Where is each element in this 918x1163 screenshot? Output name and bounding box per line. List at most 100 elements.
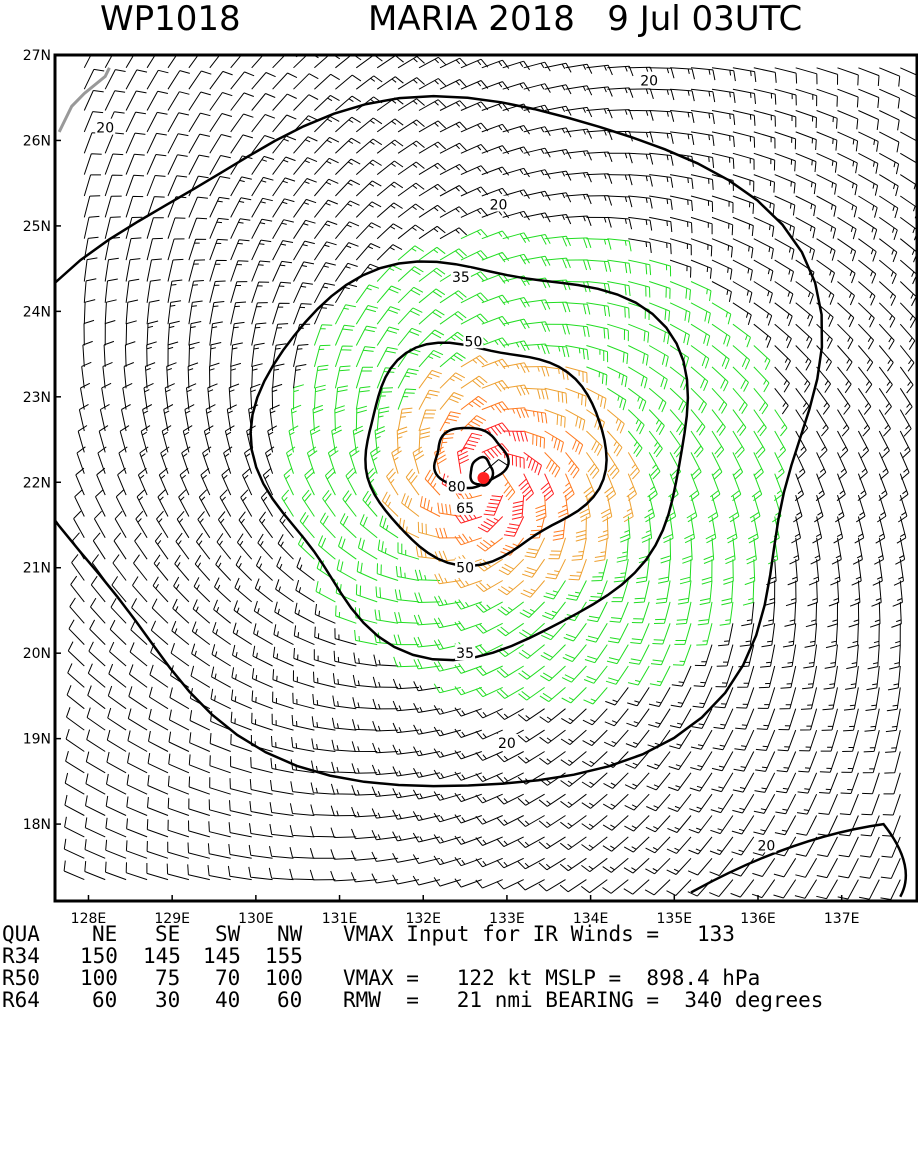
wind-barb [796,815,818,836]
wind-barb [157,489,169,517]
wind-barb [774,409,788,437]
wind-barb [203,425,214,453]
wind-barb [819,751,838,773]
wind-barb [419,496,441,517]
contour-label-bg [455,558,476,575]
wind-barb [753,323,772,348]
wind-barb [690,281,712,302]
wind-barb [188,341,200,367]
wind-barb [711,110,736,125]
wind-barb [606,409,625,434]
wind-barb [816,238,836,261]
wind-barb [694,644,713,667]
wind-barb [581,815,608,830]
wind-barb [824,644,838,669]
wind-barb [397,286,424,304]
wind-barb [454,577,482,589]
plot-area: 20 20 20 20 20 35 35 50 50 65 80 [55,55,917,900]
wind-barb [821,708,838,731]
wind-barb [291,737,315,752]
wind-barb [628,323,650,343]
wind-barb [899,302,916,328]
wind-barb [146,111,168,133]
wind-barb [84,861,106,881]
wind-barb [167,55,178,69]
wind-barb [129,642,148,667]
wind-barb [392,809,420,820]
contour-label: 35 [452,270,470,286]
wind-barb [544,301,571,313]
wind-barb [735,708,755,730]
wind-barb [439,290,467,304]
wind-barb [167,341,179,367]
wind-barb [238,511,253,539]
wind-barb [460,375,488,389]
wind-barb [355,222,381,240]
wind-barb [669,216,693,234]
wind-barb [207,843,231,859]
wind-barb [64,794,85,816]
wind-barb [795,302,814,327]
r34-ne: 150 [80,944,118,968]
wind-barb [481,358,510,370]
wind-barb [293,94,319,111]
wind-barb [84,817,106,838]
wind-barb [690,729,713,750]
wind-barb [433,748,462,758]
wind-barb [293,282,313,304]
wind-barb [188,133,211,154]
wind-barb [83,90,104,111]
wind-barb [711,409,726,436]
contour-80kt [469,455,495,487]
wind-barb [660,537,672,564]
wind-barb [153,554,169,581]
wind-barb [732,430,745,458]
wind-barb [292,670,315,688]
wind-barb [732,110,756,126]
wind-barb [840,772,859,794]
wind-barb [460,355,488,368]
wind-barb [293,157,318,175]
wind-barb [209,238,228,261]
wind-barb [454,835,482,845]
wind-barb [372,720,399,732]
wind-barb [502,167,530,178]
wind-barb [209,342,222,367]
wind-barb [816,345,832,371]
wind-barb [732,409,747,437]
wind-barb [188,112,211,133]
wind-barb [67,663,85,688]
wind-barb [606,644,629,665]
wind-barb [697,601,713,626]
wind-barb [899,366,914,394]
wind-barb [122,382,133,410]
wind-barb [314,626,336,646]
wind-barb [799,729,818,752]
wind-barb [523,255,551,267]
wind-barb [709,879,734,898]
wind-barb [439,248,467,261]
x-tick-label: 130E [238,911,274,924]
wind-barb [878,259,897,284]
wind-barb [837,152,858,174]
ne-label: NE [92,922,118,946]
wind-barb [330,827,357,838]
wind-barb [167,238,185,261]
wind-barb [795,152,817,173]
wind-barb [626,473,637,501]
wind-barb [836,473,846,502]
wind-barb [216,533,232,560]
wind-barb [861,794,880,816]
wind-barb [231,667,252,688]
y-tick-label: 19N [23,732,51,748]
wind-barb [207,865,231,881]
wind-barb [662,516,674,544]
wind-barb [475,708,503,719]
wind-barb [189,687,211,710]
wind-barb [439,227,468,240]
wind-barb [753,259,774,282]
wind-barb [669,259,692,278]
wind-barb [544,127,572,138]
wind-barb [649,216,673,233]
wind-barb [209,196,230,218]
